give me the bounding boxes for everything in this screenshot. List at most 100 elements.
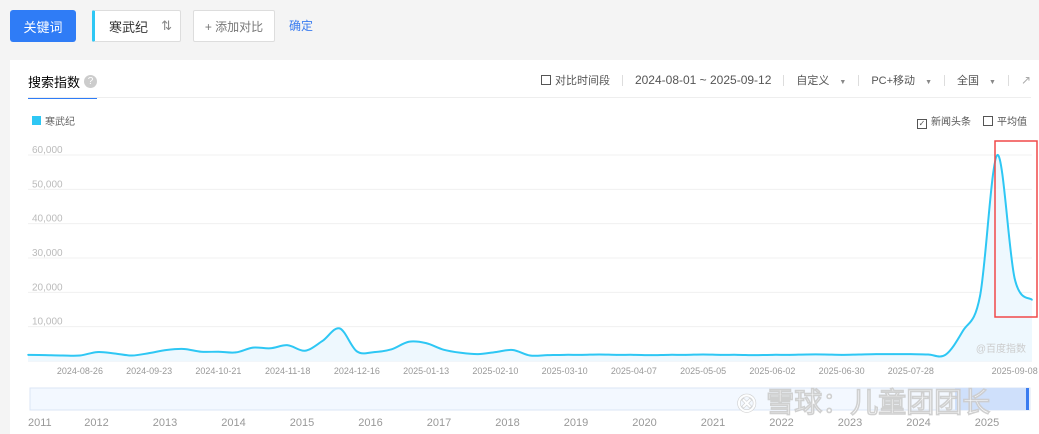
data-point — [650, 354, 652, 356]
data-point — [1013, 277, 1016, 280]
confirm-link[interactable]: 确定 — [289, 19, 314, 33]
add-compare-button[interactable]: + 添加对比 — [193, 10, 275, 42]
data-point — [806, 353, 808, 356]
check-icon: ✓ — [917, 119, 927, 129]
minimap-year-label: 2020 — [632, 417, 656, 429]
minimap-year-label: 2022 — [769, 417, 793, 429]
external-link-icon[interactable]: ↗ — [1020, 73, 1031, 87]
data-point — [910, 353, 912, 355]
sort-icon[interactable]: ⇅ — [161, 18, 172, 33]
average-checkbox[interactable]: 平均值 — [983, 113, 1027, 129]
data-point — [927, 353, 929, 356]
data-point — [148, 352, 150, 354]
x-tick-label: 2025-05-05 — [680, 366, 726, 376]
compare-period-checkbox[interactable]: 对比时间段 — [540, 72, 610, 88]
x-tick-label: 2024-11-18 — [265, 366, 310, 376]
chart-controls: 对比时间段 2024-08-01 ~ 2025-09-12 自定义 ▼ PC+移动… — [540, 72, 1031, 88]
data-point — [684, 354, 687, 356]
data-point — [96, 351, 99, 353]
data-point — [182, 348, 185, 350]
custom-dropdown[interactable]: 自定义 ▼ — [796, 75, 847, 87]
data-point — [408, 340, 410, 343]
data-point — [131, 354, 133, 357]
data-point — [615, 354, 618, 356]
x-tick-label: 2025-03-10 — [542, 366, 588, 376]
y-tick-label: 10,000 — [32, 317, 63, 328]
help-icon[interactable]: ? — [84, 75, 98, 88]
data-point — [944, 354, 947, 356]
minimap-year-label: 2012 — [84, 417, 108, 429]
caret-down-icon: ▼ — [925, 79, 932, 86]
x-tick-label: 2024-10-21 — [195, 366, 241, 376]
data-point — [667, 354, 670, 356]
y-tick-label: 50,000 — [32, 179, 63, 190]
x-tick-label: 2025-09-08 — [992, 366, 1038, 376]
data-point — [581, 354, 583, 356]
data-point — [788, 354, 791, 356]
data-point — [27, 354, 29, 356]
data-point — [546, 354, 549, 356]
caret-down-icon: ▼ — [839, 79, 847, 86]
legend: 寒武纪 — [32, 113, 75, 128]
data-point — [200, 350, 202, 353]
date-range-picker[interactable]: 2024-08-01 ~ 2025-09-12 — [634, 73, 772, 87]
data-point — [269, 347, 272, 350]
data-point — [44, 354, 47, 356]
data-point — [858, 353, 860, 356]
minimap-track — [29, 387, 1031, 411]
x-tick-label: 2025-06-30 — [819, 366, 865, 376]
data-point — [979, 294, 981, 297]
minimap-year-label: 2023 — [838, 417, 862, 429]
data-point — [961, 330, 964, 332]
divider — [28, 97, 1031, 98]
data-point — [61, 354, 64, 357]
xueqiu-watermark: ⊗ 雪球：儿童团团长 — [735, 386, 990, 418]
highlight-box — [994, 140, 1038, 318]
data-point — [736, 354, 739, 356]
keyword-input[interactable]: 寒武纪 ⇅ — [92, 10, 181, 42]
data-point — [217, 350, 220, 353]
tab-search-index[interactable]: 搜索指数? — [28, 72, 98, 99]
data-point — [702, 353, 704, 356]
y-tick-label: 60,000 — [32, 145, 63, 156]
keyword-button[interactable]: 关键词 — [10, 10, 76, 42]
minimap-year-label: 2013 — [153, 417, 177, 429]
minimap-selection — [955, 388, 1028, 410]
data-point — [234, 351, 237, 354]
data-point — [356, 350, 358, 353]
data-point — [563, 354, 566, 356]
data-point — [425, 342, 427, 344]
data-point — [477, 353, 479, 355]
news-checkbox[interactable]: ✓ 新闻头条 — [917, 117, 971, 129]
y-tick-label: 30,000 — [32, 248, 63, 259]
data-point — [286, 344, 289, 347]
data-point — [719, 354, 722, 356]
region-dropdown[interactable]: 全国 ▼ — [957, 75, 996, 87]
x-tick-label: 2024-08-26 — [57, 366, 103, 376]
data-point — [494, 351, 497, 353]
data-point — [304, 349, 306, 352]
data-point — [529, 354, 531, 357]
data-point — [338, 327, 341, 330]
tab-label: 搜索指数 — [28, 75, 81, 90]
x-tick-label: 2025-06-02 — [749, 366, 795, 376]
x-tick-label: 2025-02-10 — [472, 366, 518, 376]
data-point — [321, 340, 324, 342]
minimap-year-label: 2019 — [564, 417, 588, 429]
minimap-handle[interactable] — [1026, 388, 1029, 410]
x-tick-label: 2025-07-28 — [888, 366, 934, 376]
x-tick-label: 2024-12-16 — [334, 366, 380, 376]
device-dropdown[interactable]: PC+移动 ▼ — [871, 75, 932, 87]
data-point — [390, 348, 393, 351]
caret-down-icon: ▼ — [989, 79, 996, 86]
keyword-text: 寒武纪 — [109, 19, 149, 35]
checkbox-icon — [983, 116, 993, 126]
x-tick-label: 2025-01-13 — [403, 366, 449, 376]
minimap-year-label: 2021 — [701, 417, 725, 429]
data-point — [892, 353, 895, 355]
data-point — [113, 352, 116, 355]
data-point — [459, 351, 462, 354]
data-point — [823, 353, 826, 356]
minimap-year-label: 2011 — [28, 417, 52, 429]
